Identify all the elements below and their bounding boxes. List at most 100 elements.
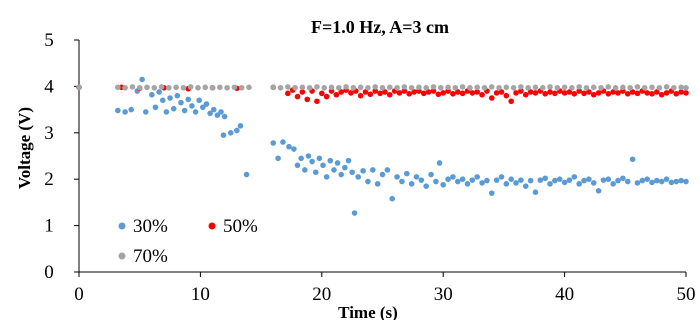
data-point	[518, 88, 524, 94]
data-point	[542, 175, 548, 182]
y-tick-label: 5	[44, 30, 54, 51]
x-tick-label: 50	[677, 284, 696, 305]
data-point	[394, 84, 400, 91]
data-point	[280, 139, 286, 145]
legend-label: 70%	[133, 246, 168, 267]
data-point	[683, 84, 689, 91]
data-point	[180, 84, 187, 91]
data-point	[508, 98, 514, 105]
data-point	[149, 91, 155, 98]
y-tick-label: 2	[44, 169, 54, 190]
data-point	[576, 84, 582, 90]
data-point	[377, 90, 383, 97]
data-point	[459, 90, 466, 97]
data-point	[115, 107, 121, 114]
x-tick-label: 0	[74, 284, 84, 305]
x-axis-label: Time (s)	[338, 303, 398, 320]
data-point	[379, 84, 386, 91]
data-point	[142, 109, 149, 115]
data-point	[372, 88, 379, 94]
data-point	[566, 177, 573, 183]
data-point	[209, 84, 216, 91]
data-point	[196, 97, 202, 104]
x-tick-label: 10	[191, 284, 210, 305]
data-point	[174, 92, 181, 99]
data-point	[436, 160, 443, 166]
data-point	[151, 84, 158, 91]
data-point	[351, 210, 358, 216]
data-point	[581, 177, 587, 184]
data-point	[590, 91, 597, 98]
data-point	[379, 171, 386, 178]
data-point	[525, 84, 531, 91]
data-point	[173, 84, 179, 91]
data-point	[389, 195, 396, 202]
data-point	[210, 106, 217, 113]
data-point	[406, 91, 413, 97]
data-point	[459, 84, 466, 90]
data-point	[629, 156, 636, 163]
data-point	[335, 84, 342, 91]
data-point	[464, 181, 471, 187]
legend-marker	[118, 252, 126, 260]
data-point	[372, 84, 379, 90]
data-point	[624, 178, 631, 185]
data-point	[571, 91, 578, 97]
data-point	[320, 162, 326, 169]
data-point	[428, 171, 434, 178]
data-point	[238, 84, 245, 91]
data-point	[610, 89, 616, 95]
data-point	[590, 84, 597, 91]
data-point	[396, 90, 403, 96]
data-point	[605, 176, 612, 182]
series-30-pct	[76, 76, 689, 216]
data-point	[639, 177, 646, 184]
data-point	[600, 177, 607, 183]
data-point	[678, 84, 684, 91]
data-point	[658, 178, 665, 185]
data-point	[649, 84, 655, 91]
data-point	[678, 177, 684, 184]
data-point	[586, 89, 592, 95]
data-point	[314, 84, 320, 90]
data-point	[452, 84, 459, 91]
data-point	[474, 174, 480, 180]
data-point	[484, 177, 490, 184]
data-point	[683, 90, 689, 96]
data-point	[163, 109, 170, 115]
data-point	[644, 90, 650, 96]
data-point	[285, 84, 291, 90]
data-point	[513, 90, 519, 96]
data-point	[629, 89, 636, 95]
data-point	[620, 175, 626, 182]
data-point	[435, 91, 442, 98]
data-point	[333, 91, 340, 98]
data-point	[408, 181, 415, 187]
data-point	[270, 140, 277, 146]
data-point	[488, 95, 495, 101]
data-point	[498, 174, 505, 180]
data-point	[275, 155, 281, 162]
data-point	[537, 177, 544, 183]
data-point	[202, 84, 209, 91]
data-point	[401, 84, 408, 90]
data-point	[323, 174, 330, 180]
data-point	[200, 104, 206, 111]
data-point	[440, 181, 447, 188]
data-point	[360, 168, 366, 174]
data-point	[503, 181, 510, 187]
data-point	[129, 84, 136, 90]
data-point	[539, 84, 546, 91]
data-point	[586, 176, 592, 182]
data-point	[649, 179, 655, 186]
data-point	[122, 109, 128, 115]
data-point	[542, 91, 548, 97]
data-point	[413, 174, 420, 180]
data-point	[641, 84, 648, 91]
data-point	[634, 180, 641, 186]
data-point	[671, 84, 677, 91]
data-point	[503, 84, 510, 91]
data-point	[532, 189, 539, 195]
x-tick-label: 40	[555, 284, 574, 305]
data-point	[187, 84, 194, 90]
